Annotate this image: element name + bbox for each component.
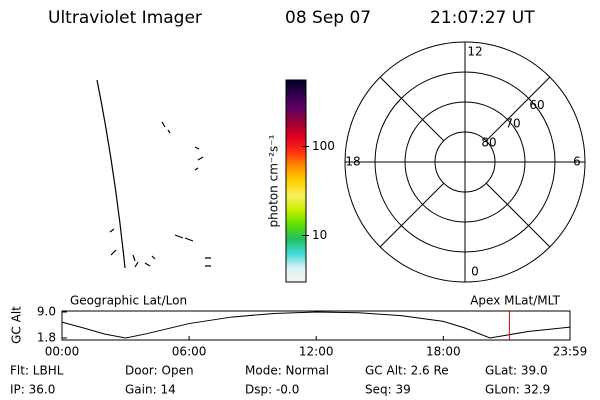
colorbar-tick-label: 10 <box>312 228 327 242</box>
polar-diagonal <box>379 182 445 248</box>
coastline <box>96 79 126 269</box>
y-axis-label: GC Alt <box>10 306 24 344</box>
x-tick-label: 12:00 <box>299 345 334 359</box>
polar-diagonal <box>485 76 551 142</box>
time: 21:07:27 UT <box>430 8 535 28</box>
polar-angle-label: 0 <box>471 265 479 279</box>
x-tick-label: 18:00 <box>426 345 461 359</box>
polar-angle-label: 6 <box>573 155 581 169</box>
title: Ultraviolet Imager <box>48 8 202 28</box>
info-field: Mode: Normal <box>245 364 329 378</box>
info-field: Gain: 14 <box>125 383 176 397</box>
right-label: Apex MLat/MLT <box>470 294 560 308</box>
altitude-line <box>61 311 571 339</box>
date: 08 Sep 07 <box>285 8 371 28</box>
y-tick-label: 1.8 <box>37 331 56 345</box>
info-field: GC Alt: 2.6 Re <box>365 364 449 378</box>
info-field: Door: Open <box>125 364 194 378</box>
info-field: Seq: 39 <box>365 383 411 397</box>
x-tick-label: 06:00 <box>172 345 207 359</box>
y-tick-label: 9.0 <box>37 305 56 319</box>
info-field: Dsp: -0.0 <box>245 383 299 397</box>
polar-diagonal <box>485 182 551 248</box>
info-field: IP: 36.0 <box>10 383 55 397</box>
coast-fragments <box>109 121 211 268</box>
colorbar <box>285 79 307 283</box>
polar-ring-label: 80 <box>481 136 496 150</box>
colorbar-tick-label: 100 <box>312 139 335 153</box>
map-outline <box>96 79 211 269</box>
x-tick-label: 00:00 <box>45 345 80 359</box>
polar-angle-label: 18 <box>345 155 360 169</box>
colorbar-label: photon cm⁻²s⁻¹ <box>267 134 281 227</box>
polar-ring-label: 70 <box>505 117 520 131</box>
info-field: GLon: 32.9 <box>485 383 550 397</box>
info-field: Flt: LBHL <box>10 364 64 378</box>
left-label: Geographic Lat/Lon <box>70 294 187 308</box>
x-tick-label: 23:59 <box>553 345 588 359</box>
info-field: GLat: 39.0 <box>485 364 548 378</box>
polar-angle-label: 12 <box>467 45 482 59</box>
polar-diagonal <box>379 76 445 142</box>
polar-ring-label: 60 <box>529 98 544 112</box>
